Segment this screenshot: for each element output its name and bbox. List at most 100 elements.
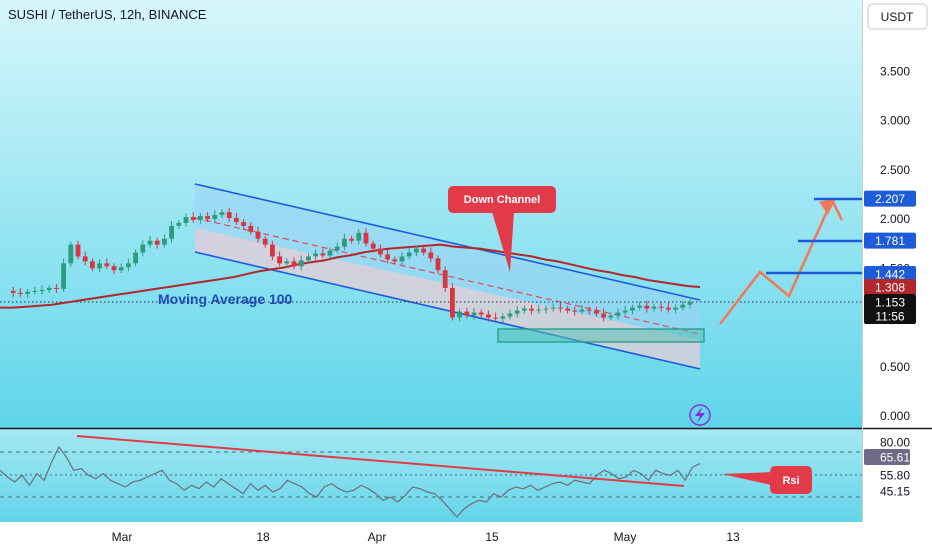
candle-body — [450, 287, 455, 318]
price-axis-tick: 3.000 — [880, 114, 910, 128]
channel-lower-line — [194, 251, 701, 370]
candles-layer — [10, 208, 693, 323]
price-axis-tick: 2.500 — [880, 163, 910, 177]
candle-body — [586, 309, 592, 311]
candle-body — [147, 240, 153, 245]
rsi-axis-tick: 55.80 — [880, 469, 910, 483]
candle-body — [313, 253, 318, 257]
currency-button[interactable]: USDT — [867, 3, 928, 30]
candle-body — [277, 256, 282, 264]
candle-body — [529, 308, 534, 311]
candle-body — [111, 266, 117, 271]
candle-body — [118, 267, 124, 271]
candle-body — [234, 218, 239, 222]
ma-label: Moving Average 100 — [158, 291, 293, 307]
candle-body — [637, 305, 642, 308]
candle-body — [601, 313, 606, 318]
candle-body — [428, 252, 434, 259]
candle-body — [363, 232, 369, 244]
rsi-callout-box — [770, 466, 812, 494]
candle-body — [493, 317, 498, 319]
price-tag — [864, 279, 916, 296]
candle-body — [255, 231, 261, 239]
rsi-callout-pointer — [722, 472, 776, 486]
rsi-axis-tick: 80.00 — [880, 436, 910, 450]
rsi-line — [0, 445, 701, 518]
candle-body — [342, 238, 347, 247]
candle-body — [572, 310, 578, 312]
candle-body — [615, 312, 621, 316]
candle-body — [183, 217, 189, 223]
lightning-icon[interactable] — [689, 404, 711, 426]
candle-body — [507, 313, 513, 317]
price-tag-label: 1.442 — [875, 267, 905, 281]
price-tag — [864, 308, 916, 324]
candle-body — [61, 263, 66, 289]
candle-body — [486, 314, 491, 318]
candle-body — [435, 258, 441, 271]
candle-body — [651, 306, 657, 309]
candle-body — [471, 312, 477, 316]
candle-body — [370, 243, 376, 249]
candle-body — [414, 248, 419, 253]
candle-body — [334, 246, 340, 251]
candle-body — [658, 306, 664, 308]
candle-body — [327, 250, 333, 256]
candle-body — [262, 238, 268, 245]
price-tag — [864, 265, 916, 282]
candle-body — [75, 244, 81, 257]
candle-body — [478, 312, 484, 315]
candle-body — [270, 244, 275, 257]
candle-body — [46, 287, 52, 290]
time-axis-bg — [0, 522, 932, 550]
candle-body — [205, 216, 210, 219]
candle-body — [406, 252, 412, 257]
currency-button-label: USDT — [881, 10, 914, 24]
time-axis-tick: Apr — [368, 530, 387, 544]
rsi-value-tag — [864, 449, 910, 465]
time-axis[interactable]: Mar 18 Apr 15 May 13 — [112, 530, 740, 544]
candle-body — [666, 307, 671, 310]
chart-title: SUSHI / TetherUS, 12h, BINANCE — [8, 7, 207, 22]
moving-average-line — [0, 243, 701, 309]
rsi-line-layer — [0, 445, 701, 518]
candle-body — [140, 244, 146, 253]
time-axis-tick: 15 — [485, 530, 499, 544]
candle-body — [18, 292, 23, 294]
candle-body — [687, 301, 693, 305]
price-tag-label: 1.308 — [875, 281, 905, 295]
rsi-callout-label: Rsi — [782, 475, 799, 487]
rsi-trendline — [76, 435, 685, 487]
price-tag-label: 1.781 — [875, 234, 905, 248]
candle-body — [558, 307, 563, 309]
down-channel-box — [448, 186, 556, 213]
candle-body — [104, 263, 110, 267]
candle-body — [514, 310, 520, 314]
price-axis-tick: 0.500 — [880, 360, 910, 374]
candle-body — [608, 315, 614, 318]
candle-body — [457, 311, 462, 318]
candle-body — [190, 217, 196, 220]
moving-average-layer — [0, 243, 701, 309]
candle-body — [169, 225, 174, 239]
rsi-axis-tick: 65.61 — [880, 451, 910, 465]
candle-body — [680, 304, 686, 308]
candle-body — [126, 263, 131, 268]
candle-body — [385, 254, 390, 260]
candle-body — [622, 310, 628, 313]
candle-body — [320, 253, 326, 256]
candle-body — [298, 260, 304, 267]
candle-body — [10, 290, 16, 293]
candle-body — [378, 248, 383, 255]
candle-body — [442, 270, 448, 288]
candle-body — [284, 261, 290, 264]
candle-body — [500, 316, 506, 319]
candle-body — [198, 216, 203, 220]
candle-body — [54, 287, 59, 289]
candle-body — [176, 222, 182, 226]
candle-body — [82, 256, 88, 262]
